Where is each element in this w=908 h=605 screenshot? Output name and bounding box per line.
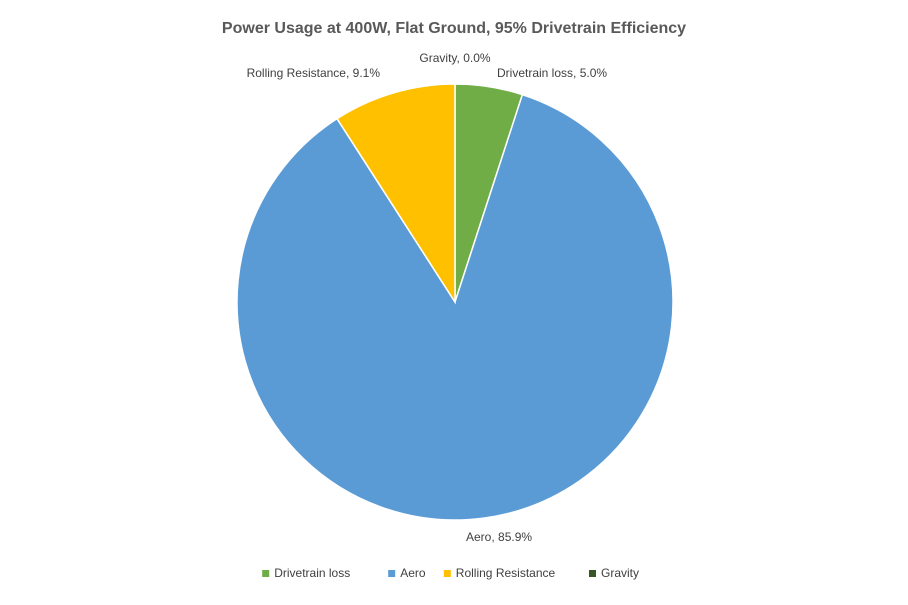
slices-layer [236, 83, 674, 521]
legend-swatch-gravity [589, 570, 596, 577]
legend-label-drivetrain-loss: Drivetrain loss [274, 566, 350, 580]
data-label-rolling-resistance: Rolling Resistance, 9.1% [247, 66, 381, 80]
legend-item-gravity: Gravity [589, 566, 639, 580]
pie-slice-aero [236, 93, 674, 521]
data-label-aero: Aero, 85.9% [466, 530, 532, 544]
legend-swatch-aero [388, 570, 396, 577]
legend-swatch-rolling-resistance [443, 570, 451, 577]
chart-title: Power Usage at 400W, Flat Ground, 95% Dr… [222, 20, 686, 37]
legend-label-gravity: Gravity [601, 566, 639, 580]
legend-item-drivetrain-loss: Drivetrain loss [262, 566, 350, 580]
labels-layer: Drivetrain loss, 5.0% Aero, 85.9% Rolling … [247, 51, 608, 544]
data-label-gravity: Gravity, 0.0% [419, 51, 490, 65]
legend-label-rolling-resistance: Rolling Resistance [456, 566, 556, 580]
legend-item-aero: Aero [388, 566, 426, 580]
legend: Drivetrain loss Aero Rolling Resistance Gra… [262, 566, 639, 580]
legend-label-aero: Aero [400, 566, 426, 580]
pie-slice-rolling-resistance [335, 83, 456, 305]
legend-item-rolling-resistance: Rolling Resistance [443, 566, 556, 580]
legend-swatch-drivetrain-loss [262, 570, 270, 577]
data-label-drivetrain-loss: Drivetrain loss, 5.0% [497, 66, 607, 80]
